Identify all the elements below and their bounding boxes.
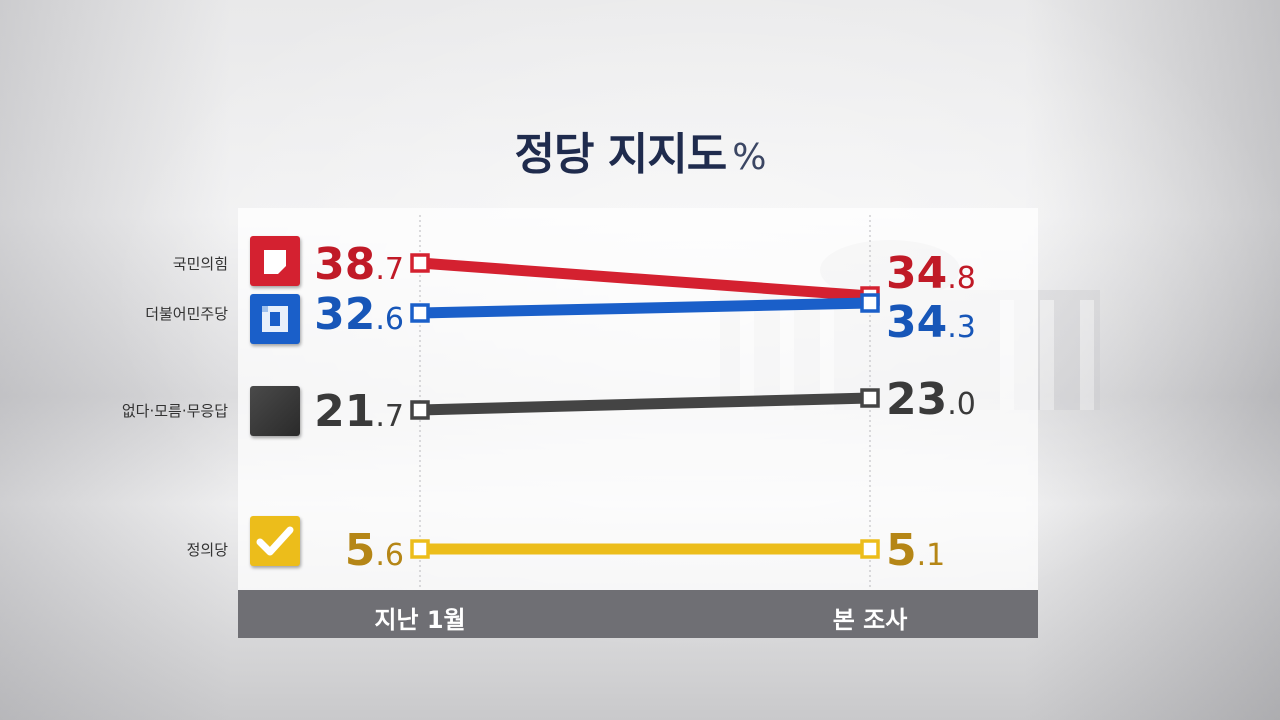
series-line-democratic [419, 297, 871, 319]
value-label-none-1: 23.0 [886, 374, 976, 425]
x-tick-label-1: 본 조사 [832, 606, 908, 634]
legend-label-ppp: 국민의힘 [172, 255, 228, 273]
point-none-1 [860, 388, 880, 408]
x-axis-bar: 지난 1월 본 조사 [238, 590, 1038, 638]
point-none-0 [410, 400, 430, 420]
series-line-none [419, 392, 871, 416]
value-label-ppp-1: 34.8 [886, 248, 976, 299]
value-label-democratic-1: 34.3 [886, 297, 976, 348]
legend-label-justice: 정의당 [186, 541, 228, 559]
point-justice-1 [860, 539, 880, 559]
legend-label-none: 없다·모름·무응답 [121, 402, 228, 420]
x-tick-label-0: 지난 1월 [374, 606, 466, 634]
value-label-democratic-0: 32.6 [314, 289, 404, 340]
point-democratic-0 [410, 303, 430, 323]
point-justice-0 [410, 539, 430, 559]
value-label-justice-1: 5.1 [886, 525, 945, 576]
title-text: 정당 지지도 [514, 129, 728, 180]
title-unit: % [732, 137, 766, 178]
value-label-none-0: 21.7 [314, 386, 404, 437]
justice-party-check-icon [250, 516, 300, 566]
ppp-logo-icon [250, 236, 300, 286]
value-label-ppp-0: 38.7 [314, 239, 404, 290]
point-ppp-0 [410, 253, 430, 273]
point-democratic-1 [860, 293, 880, 313]
value-label-justice-0: 5.6 [345, 525, 404, 576]
chart-title: 정당 지지도% [0, 118, 1280, 182]
series-line-ppp [419, 257, 871, 302]
democratic-party-logo-icon [250, 294, 300, 344]
dark-square-icon [250, 386, 300, 436]
legend-label-democratic: 더불어민주당 [145, 305, 228, 323]
